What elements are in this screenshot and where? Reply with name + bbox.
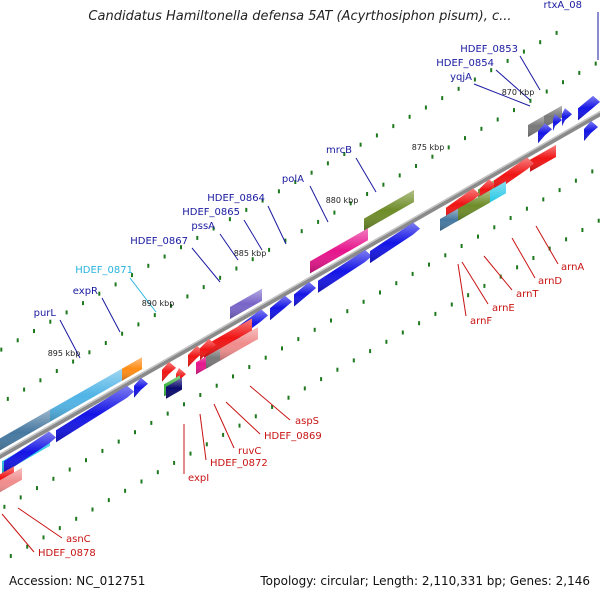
leader-line xyxy=(511,237,536,279)
gene-feature-shading xyxy=(206,347,222,369)
gene-label: arnD xyxy=(538,276,562,287)
leader-line xyxy=(473,83,531,107)
gene-label: HDEF_0854 xyxy=(436,58,494,69)
backbone-line xyxy=(0,110,600,460)
gene-feature-shading xyxy=(200,339,216,361)
gene-feature-shading xyxy=(122,357,142,381)
leader-line xyxy=(461,261,489,305)
gene-feature-shading xyxy=(310,228,368,274)
leader-line xyxy=(191,247,221,283)
gene-feature-shading xyxy=(166,377,182,399)
leader-line xyxy=(495,69,531,101)
gene-label: HDEF_0867 xyxy=(130,236,188,247)
leader-line xyxy=(483,255,513,291)
gene-label: purL xyxy=(34,308,57,319)
kbp-label: 875 kbp xyxy=(412,143,445,152)
gene-label: arnA xyxy=(561,262,584,273)
gene-feature-shading xyxy=(4,431,56,474)
gene-feature-shading xyxy=(162,361,176,382)
gene-feature-shading xyxy=(0,467,22,493)
gene-label: aspS xyxy=(295,416,319,427)
leader-line xyxy=(519,55,541,91)
gene-feature-shading xyxy=(538,123,552,144)
gene-feature-shading xyxy=(220,327,258,361)
gene-label: expR xyxy=(73,286,98,297)
gene-label: polA xyxy=(282,174,304,185)
leader-line xyxy=(213,403,235,449)
gene-label: mrcB xyxy=(326,145,352,156)
leader-line xyxy=(101,297,121,333)
gene-label: HDEF_0878 xyxy=(38,548,96,559)
leader-line xyxy=(219,233,239,261)
gene-label: HDEF_0869 xyxy=(264,431,322,442)
leader-line xyxy=(457,263,467,317)
gene-label: arnF xyxy=(470,316,492,327)
gene-feature-shading xyxy=(204,318,252,358)
gene-feature-shading xyxy=(56,385,134,443)
accession-text: Accession: NC_012751 xyxy=(9,574,146,588)
gene-feature-shading xyxy=(270,295,292,321)
gene-label: arnE xyxy=(492,303,515,314)
kbp-labels: 870 kbp 875 kbp 880 kbp 885 kbp 890 kbp 895 k… xyxy=(48,88,535,358)
gene-feature-shading xyxy=(0,409,50,451)
gene-feature-shading xyxy=(318,250,372,293)
leader-line xyxy=(243,219,263,251)
gene-labels: rtxA_08 HDEF_0853 HDEF_0854 yqjA mrcB polA HDE… xyxy=(34,0,585,559)
gene-feature-shading xyxy=(584,121,598,141)
leader-line xyxy=(59,319,81,359)
gene-label: expI xyxy=(188,473,209,484)
gene-feature-shading xyxy=(458,190,490,221)
gene-label: yqjA xyxy=(450,72,472,83)
gene-label: HDEF_0872 xyxy=(210,458,268,469)
leader-line xyxy=(309,185,329,223)
gene-label: pssA xyxy=(191,221,215,232)
leader-line xyxy=(17,507,63,539)
leader-line xyxy=(355,157,377,193)
leader-line xyxy=(267,205,287,245)
kbp-label: 890 kbp xyxy=(142,299,175,308)
gene-label: ruvC xyxy=(238,446,261,457)
backbone-highlight xyxy=(0,110,600,456)
gene-feature-shading xyxy=(176,368,186,386)
gene-feature-shading xyxy=(294,282,316,307)
gene-label: HDEF_0864 xyxy=(207,193,265,204)
leader-line xyxy=(1,513,35,553)
gene-feature-shading xyxy=(230,288,262,319)
gene-label: rtxA_08 xyxy=(543,0,582,11)
gene-feature-shading xyxy=(530,145,556,172)
gene-features xyxy=(0,95,600,493)
gene-feature-shading xyxy=(440,208,458,231)
leader-line xyxy=(129,277,157,313)
gene-feature-shading xyxy=(544,105,562,128)
gene-feature-shading xyxy=(134,377,148,398)
leader-line xyxy=(249,385,291,421)
label-leader-lines xyxy=(1,12,599,553)
gene-feature-shading xyxy=(578,95,600,121)
leader-line xyxy=(225,401,261,435)
topology-text: Topology: circular; Length: 2,110,331 bp… xyxy=(260,574,590,588)
gene-label: asnC xyxy=(66,534,91,545)
gene-label: arnT xyxy=(516,289,539,300)
kbp-label: 895 kbp xyxy=(48,349,81,358)
kbp-label: 880 kbp xyxy=(326,196,359,205)
gene-feature-shading xyxy=(528,115,544,137)
gene-label: HDEF_0853 xyxy=(460,44,518,55)
leader-line xyxy=(199,413,207,461)
kbp-label: 885 kbp xyxy=(234,249,267,258)
gene-feature-shading xyxy=(553,114,562,132)
map-title: Candidatus Hamiltonella defensa 5AT (Acy… xyxy=(88,9,512,24)
leader-line xyxy=(535,225,559,265)
gene-label: HDEF_0865 xyxy=(182,207,240,218)
gene-label: HDEF_0871 xyxy=(75,265,133,276)
gene-feature-shading xyxy=(562,108,572,126)
kbp-label: 870 kbp xyxy=(502,88,535,97)
gene-feature-shading xyxy=(370,222,420,264)
gene-feature-shading xyxy=(48,368,122,423)
gene-feature-shading xyxy=(364,190,414,231)
tick-dots xyxy=(0,30,600,558)
